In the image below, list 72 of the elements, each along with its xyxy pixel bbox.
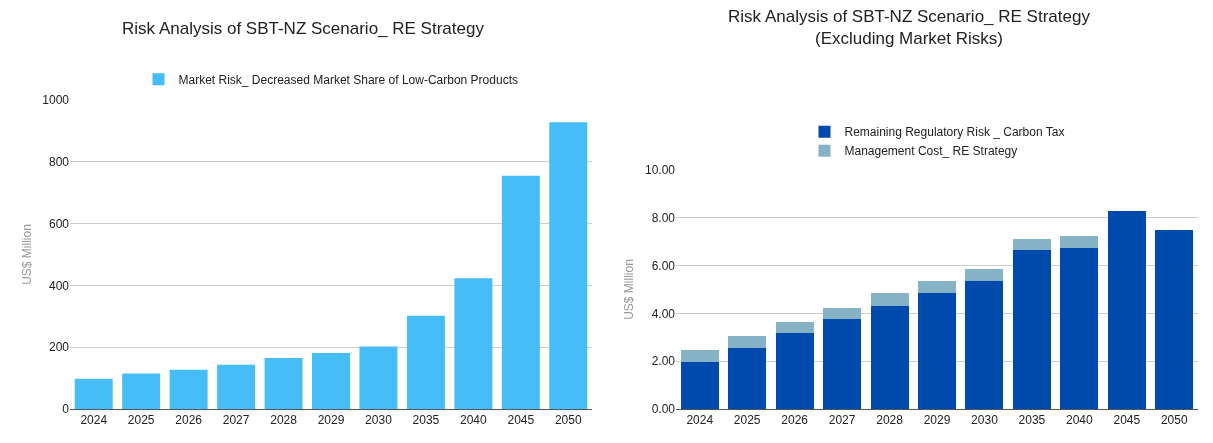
bar [264,358,303,409]
y-tick-label: 8.00 [651,211,676,225]
x-tick-label: 2030 [365,413,393,428]
bar [549,122,588,409]
chart-title: Risk Analysis of SBT-NZ Scenario_ RE Strategy [122,19,485,39]
x-tick-label: 2024 [80,413,108,428]
bar [680,361,719,409]
bar [312,353,350,409]
bar [823,307,862,319]
x-tick-label: 2029 [317,413,345,428]
y-tick-label: 600 [48,216,70,231]
bar [1060,235,1099,248]
bar [918,281,956,294]
x-tick-label: 2050 [554,413,582,428]
y-tick-label: 1000 [42,93,70,108]
y-axis-title: US$ Million [19,224,34,285]
bar [359,346,398,409]
x-tick-label: 2040 [1066,413,1094,428]
y-axis-title: US$ Million [622,259,637,320]
bar [1060,247,1099,409]
x-tick-label: 2025 [127,413,155,428]
x-tick-label: 2029 [923,413,951,428]
x-tick-label: 2040 [460,413,488,428]
y-tick-label: 10.00 [644,163,676,178]
x-tick-label: 2028 [270,413,298,428]
bar [965,268,1004,282]
y-tick-label: 0.00 [651,402,676,417]
y-tick-label: 0 [62,402,70,417]
bar [823,318,862,409]
x-tick-label: 2035 [1018,413,1046,428]
x-tick-label: 2025 [733,413,761,428]
y-tick-label: 4.00 [651,306,676,321]
y-tick-label: 6.00 [651,258,676,273]
x-tick-label: 2027 [828,413,856,428]
bar [122,373,161,409]
y-tick-label: 800 [48,155,70,169]
bar [728,347,767,409]
x-tick-label: 2030 [971,413,999,428]
bar [169,369,208,409]
y-tick-label: 200 [48,340,70,355]
bar [217,364,256,409]
x-tick-label: 2045 [1113,413,1141,428]
bar [501,175,540,409]
bar [1012,249,1051,409]
x-tick-label: 2026 [781,413,809,428]
x-tick-label: 2026 [175,413,203,428]
x-tick-label: 2045 [507,413,535,428]
bar [775,332,814,409]
bar [1107,210,1146,409]
bar [775,321,814,333]
bar [965,281,1004,409]
x-tick-label: 2024 [686,413,714,428]
bar [870,293,909,306]
bar [1155,229,1194,409]
x-tick-label: 2027 [222,413,250,428]
chart-title: Risk Analysis of SBT-NZ Scenario_ RE Strategy (Excluding Market Risks) [728,7,1091,49]
bar [870,305,909,409]
bar [680,349,719,362]
legend-label: Remaining Regulatory Risk _ Carbon Tax [844,125,1065,140]
x-tick-label: 2028 [876,413,904,428]
bar [454,278,493,409]
bar [1012,238,1051,250]
x-tick-label: 2050 [1160,413,1188,428]
legend-label: Market Risk_ Decreased Market Share of Low-Carbon Products [178,73,518,87]
bar [74,378,113,409]
legend-label: Management Cost_ RE Strategy [844,144,1018,159]
bar [406,315,445,409]
y-tick-label: 2.00 [651,354,676,369]
y-tick-label: 400 [48,278,70,293]
bar [728,335,767,348]
bar [918,293,956,409]
x-tick-label: 2035 [412,413,440,428]
